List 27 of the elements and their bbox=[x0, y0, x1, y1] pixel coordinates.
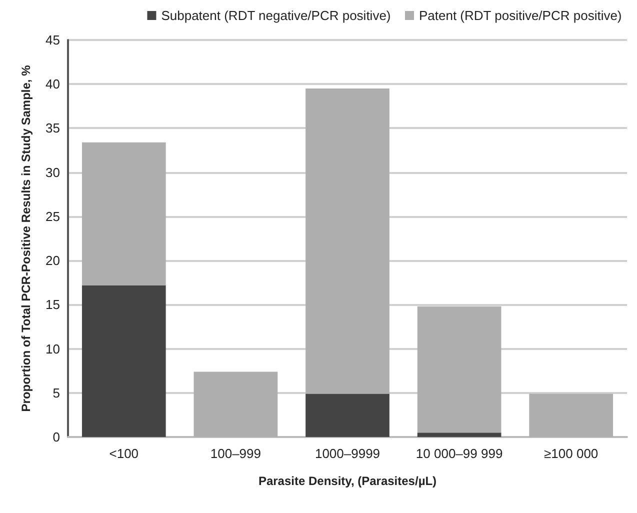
y-tick-label: 40 bbox=[46, 76, 60, 92]
y-tick-label: 0 bbox=[52, 430, 60, 444]
x-tick-label: 10 000–99 999 bbox=[416, 446, 503, 461]
bar bbox=[194, 372, 278, 437]
legend-label: Patent (RDT positive/PCR positive) bbox=[418, 8, 622, 23]
y-tick-label: 30 bbox=[46, 164, 60, 180]
bar bbox=[82, 285, 166, 437]
bar bbox=[306, 394, 390, 437]
y-tick-label: 5 bbox=[52, 385, 60, 400]
y-axis-title: Proportion of Total PCR-Positive Results in Study Sample, % bbox=[19, 64, 33, 412]
x-axis-title: Parasite Density, (Parasites/µL) bbox=[258, 474, 437, 488]
y-tick-label: 25 bbox=[46, 208, 60, 224]
bar bbox=[417, 306, 502, 433]
bar bbox=[82, 142, 166, 286]
bar bbox=[529, 394, 614, 437]
y-tick-label: 15 bbox=[46, 297, 60, 312]
x-tick-label: ≥100 000 bbox=[544, 446, 598, 461]
x-tick-label: 100–999 bbox=[210, 446, 262, 461]
bar bbox=[306, 88, 390, 394]
y-tick-label: 45 bbox=[46, 32, 60, 48]
bar bbox=[417, 432, 502, 437]
y-tick-label: 20 bbox=[46, 253, 60, 268]
x-tick-label: <100 bbox=[109, 446, 139, 461]
y-tick-label: 35 bbox=[46, 120, 60, 136]
y-tick-label: 10 bbox=[46, 341, 60, 356]
legend-label: Subpatent (RDT negative/PCR positive) bbox=[161, 8, 391, 23]
x-tick-label: 1000–9999 bbox=[314, 446, 380, 461]
